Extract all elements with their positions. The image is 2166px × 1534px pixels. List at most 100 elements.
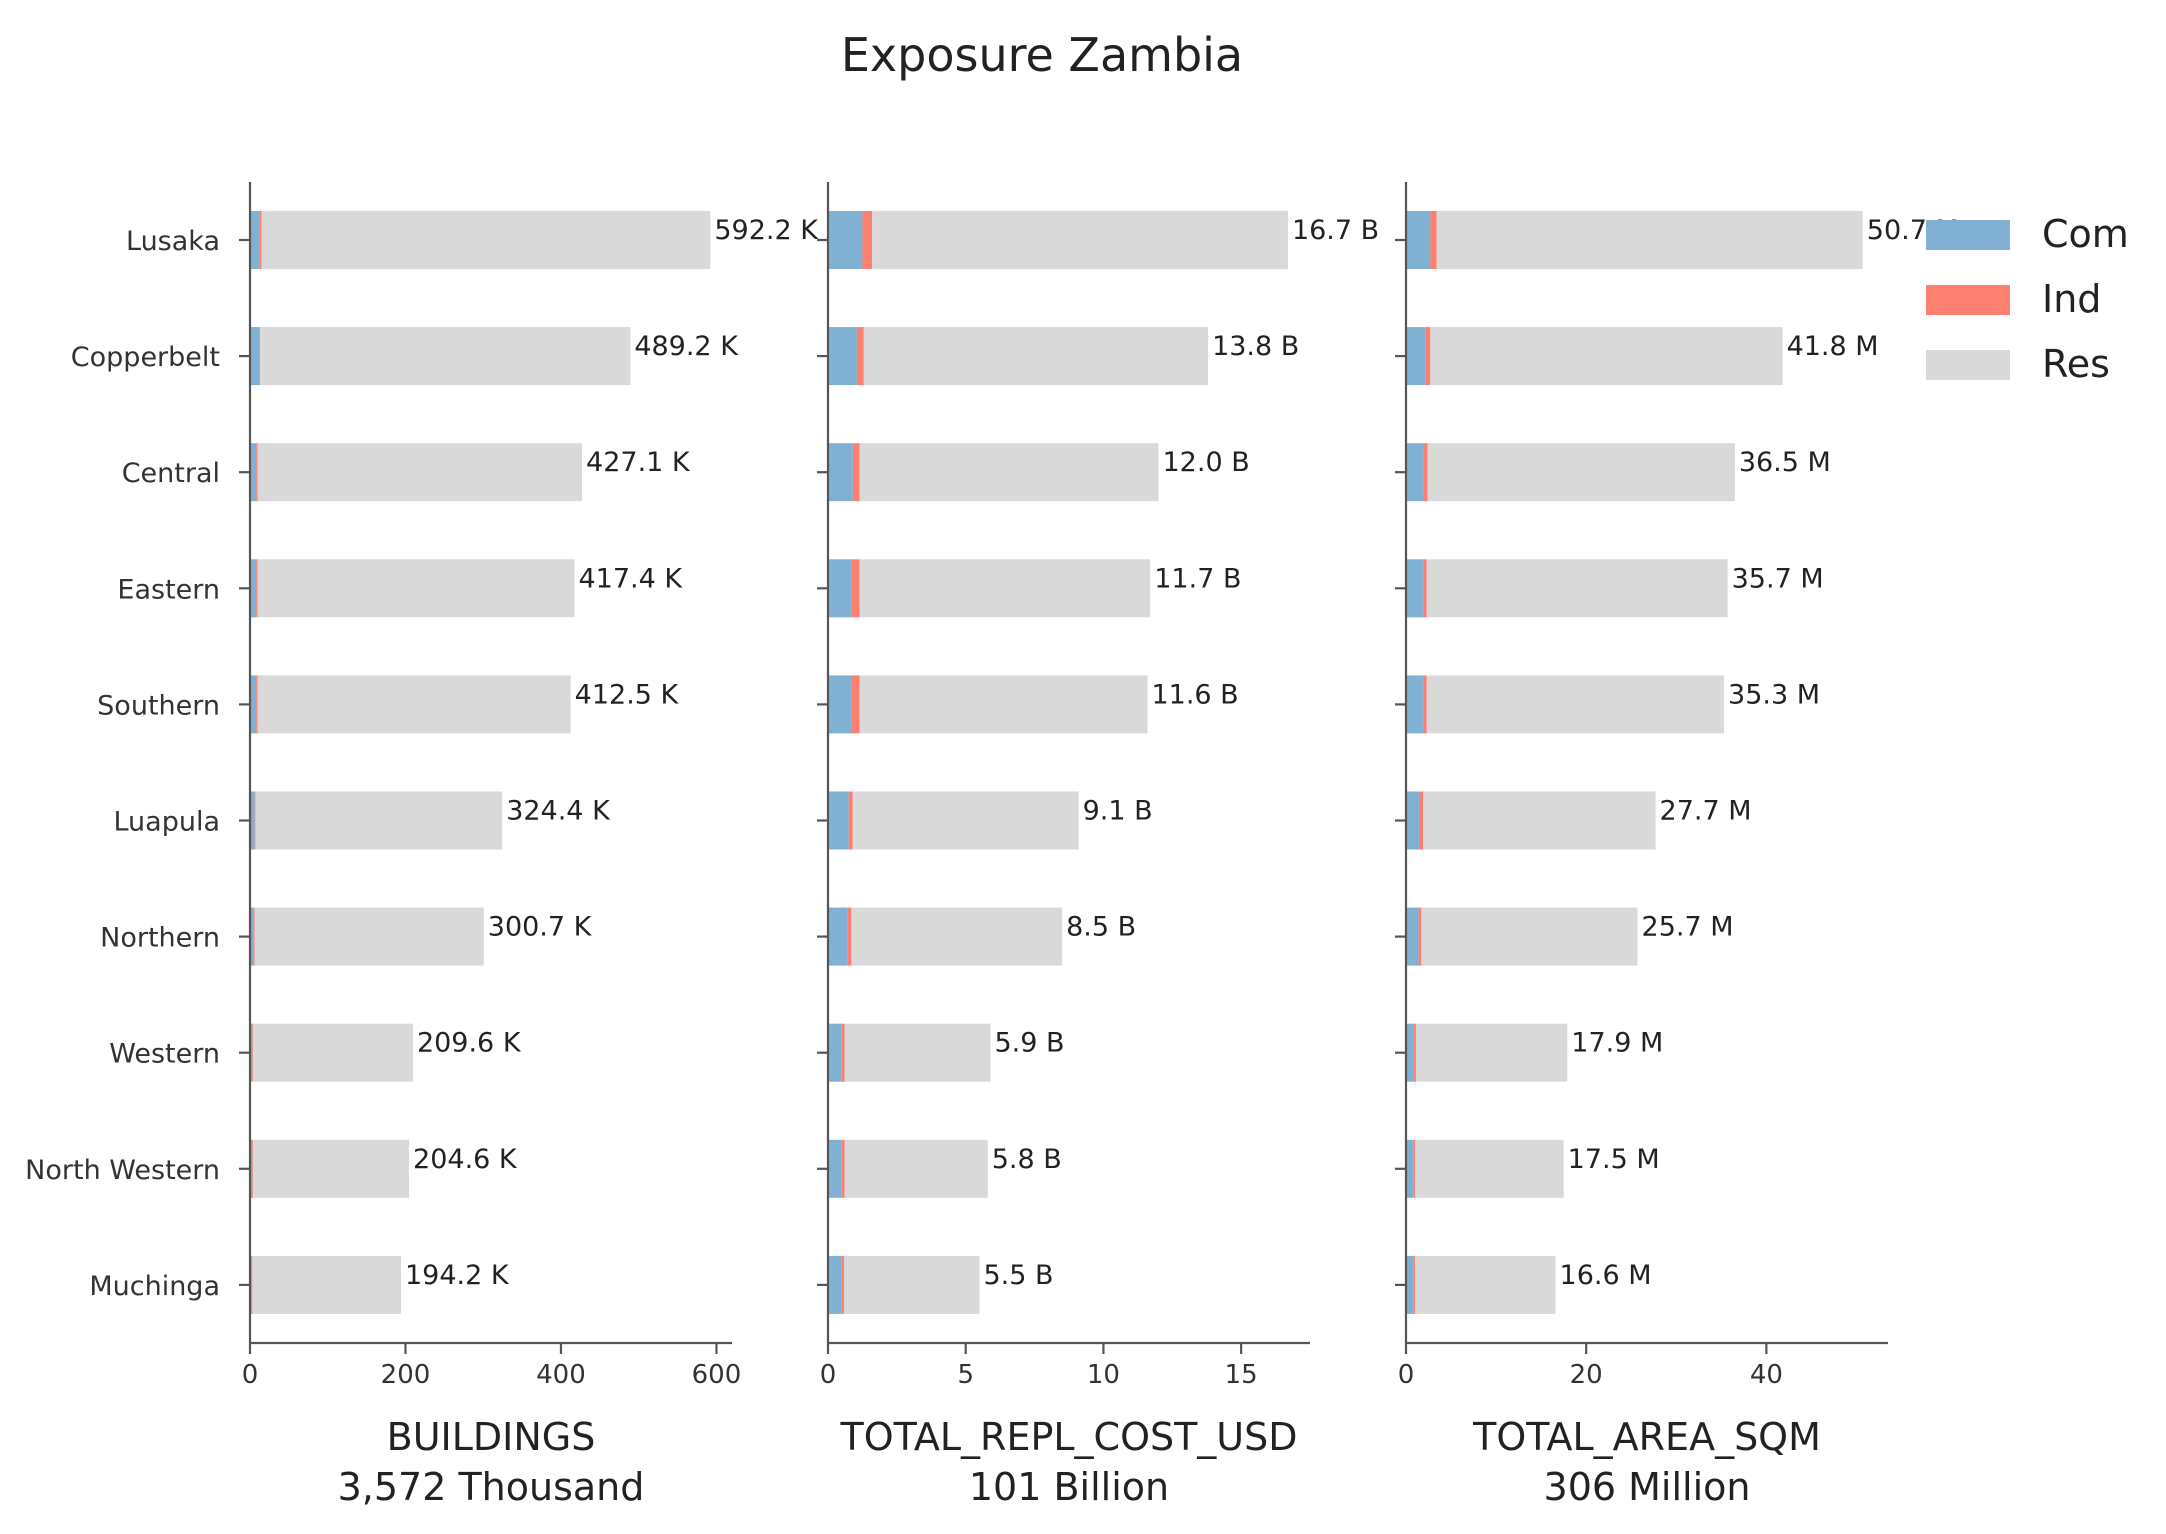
- x-tick-label: 600: [692, 1360, 742, 1390]
- data-label: 9.1 B: [1083, 796, 1153, 827]
- data-label: 5.8 B: [992, 1144, 1062, 1175]
- bar-res: [843, 1255, 980, 1314]
- bar-ind: [1418, 907, 1422, 966]
- bar-res: [1427, 443, 1735, 502]
- bar-ind: [251, 1255, 253, 1314]
- bar-com: [1406, 1255, 1414, 1314]
- bar-com: [1406, 907, 1419, 966]
- data-label: 13.8 B: [1212, 331, 1299, 362]
- bar-ind: [851, 675, 860, 734]
- x-tick-label: 10: [1087, 1360, 1120, 1390]
- data-label: 8.5 B: [1066, 912, 1136, 943]
- bar-res: [852, 791, 1079, 850]
- bar-ind: [862, 211, 873, 269]
- bar-com: [828, 1139, 842, 1198]
- bar-res: [260, 327, 631, 386]
- category-label: Western: [109, 1039, 220, 1070]
- data-label: 11.7 B: [1154, 563, 1241, 594]
- chart-panels: 592.2 K Lusaka 489.2 K Copperbelt 427.1 K Cen…: [25, 182, 1959, 1509]
- bar-ind: [847, 907, 852, 966]
- data-label: 36.5 M: [1739, 447, 1831, 478]
- bar-ind: [1425, 327, 1431, 386]
- bar-res: [859, 675, 1148, 734]
- bar-res: [1423, 791, 1656, 850]
- category-label: Southern: [97, 690, 220, 721]
- bar-res: [253, 1023, 413, 1082]
- bar-res: [851, 907, 1063, 966]
- bar-res: [872, 211, 1288, 269]
- data-label: 417.4 K: [578, 563, 683, 594]
- bar-ind: [856, 327, 864, 386]
- bar-res: [254, 907, 484, 966]
- x-axis-title: BUILDINGS: [387, 1415, 596, 1459]
- x-axis-title: TOTAL_AREA_SQM: [1472, 1415, 1821, 1459]
- data-label: 324.4 K: [506, 796, 611, 827]
- bar-ind: [851, 559, 860, 618]
- bar-com: [828, 907, 848, 966]
- category-label: Muchinga: [89, 1271, 220, 1302]
- data-label: 17.5 M: [1568, 1144, 1660, 1175]
- bar-res: [257, 559, 575, 618]
- bar-ind: [259, 211, 262, 269]
- legend-label-ind: Ind: [2042, 277, 2101, 321]
- bar-ind: [848, 791, 853, 850]
- bar-com: [1406, 1023, 1414, 1082]
- bar-com: [828, 211, 863, 269]
- data-label: 204.6 K: [413, 1144, 518, 1175]
- x-axis-subtitle: 101 Billion: [969, 1465, 1169, 1509]
- bar-res: [257, 675, 571, 734]
- bar-ind: [841, 1023, 845, 1082]
- bar-com: [828, 675, 852, 734]
- category-label: Northern: [100, 923, 220, 954]
- x-axis-title: TOTAL_REPL_COST_USD: [839, 1415, 1297, 1459]
- bar-com: [1406, 443, 1424, 502]
- bar-ind: [1423, 675, 1427, 734]
- data-label: 194.2 K: [405, 1260, 510, 1291]
- bar-com: [1406, 211, 1431, 269]
- legend-swatch-com: [1926, 220, 2010, 250]
- bar-com: [1406, 1139, 1414, 1198]
- bar-res: [1415, 1139, 1564, 1198]
- x-tick-label: 0: [820, 1360, 837, 1390]
- bar-ind: [1413, 1255, 1416, 1314]
- bar-com: [250, 791, 255, 850]
- bar-res: [1426, 675, 1725, 734]
- bar-com: [1406, 675, 1424, 734]
- data-label: 12.0 B: [1163, 447, 1250, 478]
- bar-com: [828, 559, 852, 618]
- data-label: 412.5 K: [575, 679, 680, 710]
- bar-com: [828, 1255, 842, 1314]
- bar-ind: [253, 907, 255, 966]
- bar-res: [859, 443, 1159, 502]
- bar-com: [250, 559, 257, 618]
- bar-ind: [1413, 1023, 1416, 1082]
- bar-com: [250, 211, 260, 269]
- bar-ind: [841, 1139, 845, 1198]
- bar-com: [828, 791, 849, 850]
- bar-com: [1406, 327, 1426, 386]
- bar-com: [250, 1023, 253, 1082]
- legend-swatch-ind: [1926, 285, 2010, 315]
- legend-swatch-res: [1926, 350, 2010, 380]
- data-label: 16.6 M: [1560, 1260, 1652, 1291]
- data-label: 16.7 B: [1292, 215, 1379, 246]
- bar-ind: [259, 327, 261, 386]
- data-label: 35.3 M: [1728, 679, 1820, 710]
- bar-ind: [1423, 559, 1427, 618]
- data-label: 592.2 K: [714, 215, 819, 246]
- bar-com: [828, 443, 853, 502]
- bar-ind: [841, 1255, 844, 1314]
- bar-ind: [1423, 443, 1428, 502]
- bar-ind: [252, 1023, 254, 1082]
- bar-res: [252, 1255, 401, 1314]
- bar-res: [257, 443, 583, 502]
- category-label: Central: [122, 458, 220, 489]
- data-label: 11.6 B: [1151, 679, 1238, 710]
- bar-com: [1406, 791, 1420, 850]
- x-axis-subtitle: 3,572 Thousand: [338, 1465, 645, 1509]
- bar-res: [1415, 1255, 1556, 1314]
- bar-com: [250, 327, 260, 386]
- bar-ind: [1419, 791, 1424, 850]
- bar-res: [1415, 1023, 1568, 1082]
- bar-com: [828, 327, 857, 386]
